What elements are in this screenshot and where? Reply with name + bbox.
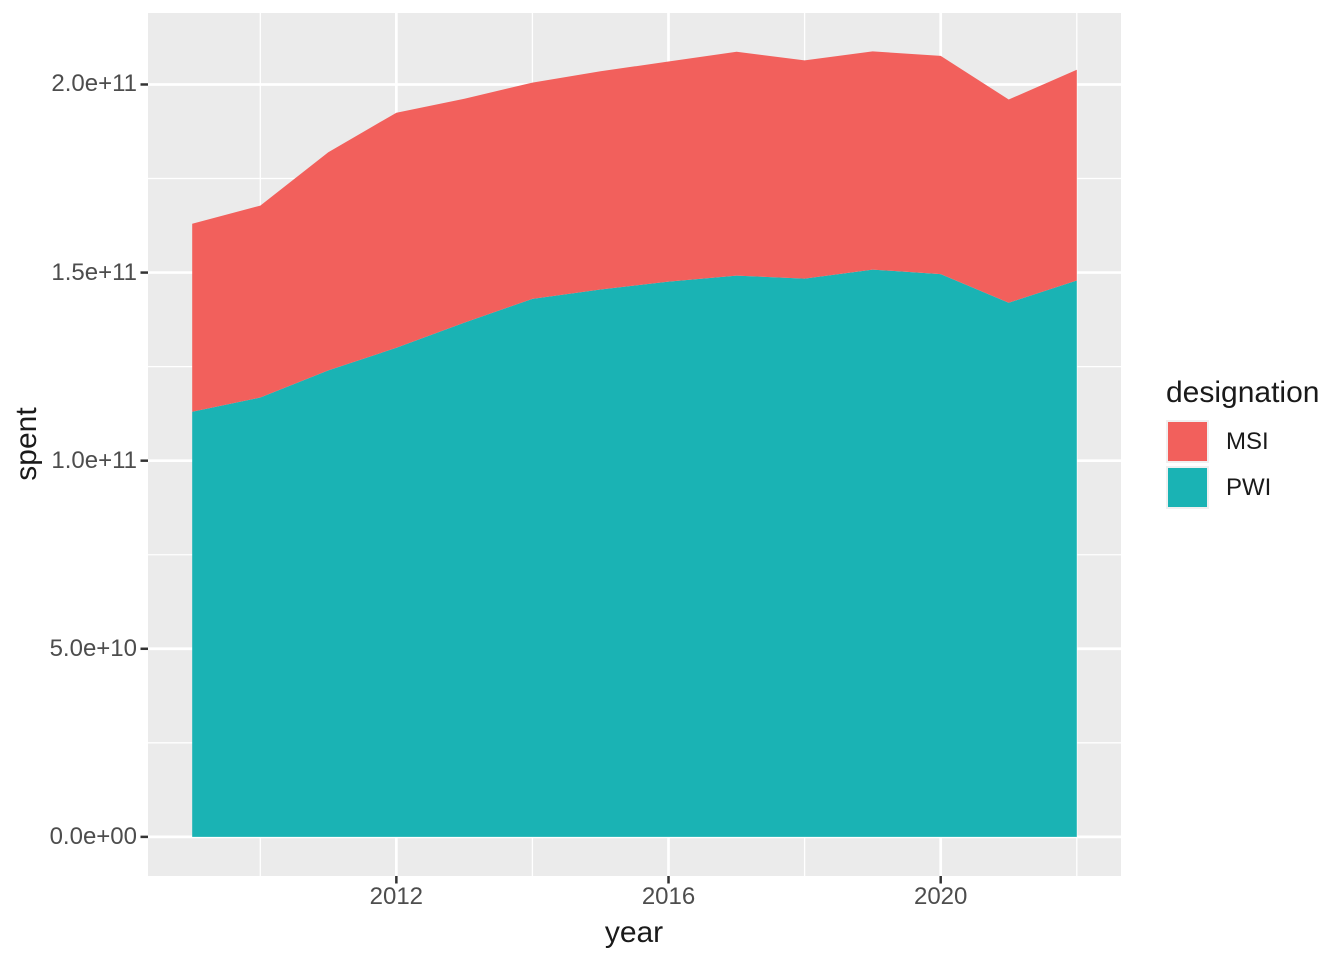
- legend-title: designation: [1166, 376, 1320, 409]
- y-tick-label: 5.0e+10: [49, 634, 137, 662]
- legend-swatch-msi: [1166, 420, 1209, 463]
- y-tick-label: 1.5e+11: [51, 258, 137, 286]
- area-PWI: [192, 269, 1077, 837]
- x-tick-label: 2020: [913, 883, 968, 910]
- legend-label-msi: MSI: [1226, 427, 1269, 455]
- legend-label-pwi: PWI: [1226, 473, 1272, 501]
- legend-swatch-pwi: [1166, 466, 1209, 509]
- y-tick-label: 1.0e+11: [51, 446, 137, 474]
- legend-item-pwi: PWI: [1166, 466, 1319, 509]
- y-axis-title: spent: [10, 407, 43, 481]
- x-tick-label: 2016: [641, 883, 696, 910]
- y-tick-label: 2.0e+11: [51, 70, 137, 98]
- x-axis-title: year: [604, 916, 664, 949]
- legend: designation MSI PWI: [1166, 376, 1319, 512]
- legend-item-msi: MSI: [1166, 420, 1319, 463]
- x-tick-label: 2012: [369, 883, 424, 910]
- y-tick-label: 0.0e+00: [49, 822, 137, 850]
- area-MSI: [192, 51, 1077, 412]
